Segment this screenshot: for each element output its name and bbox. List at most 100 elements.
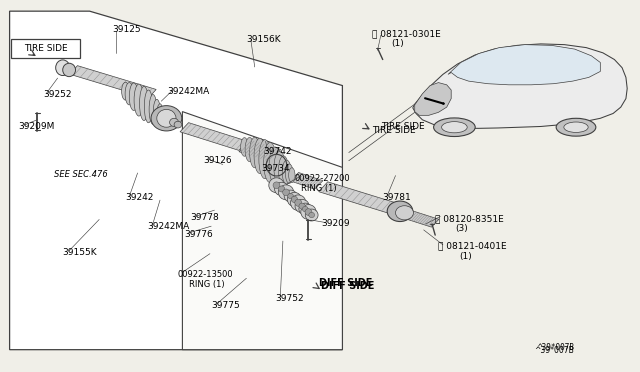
Text: 39252: 39252 (43, 90, 72, 99)
Ellipse shape (174, 121, 182, 128)
Ellipse shape (241, 138, 248, 156)
Ellipse shape (269, 147, 282, 184)
Text: ^39*007B: ^39*007B (534, 346, 574, 355)
Ellipse shape (269, 178, 284, 193)
Ellipse shape (170, 118, 179, 126)
Ellipse shape (264, 142, 276, 183)
Text: 39781: 39781 (383, 193, 412, 202)
Ellipse shape (160, 108, 165, 124)
Text: 39775: 39775 (211, 301, 240, 310)
Text: (1): (1) (460, 252, 472, 261)
Polygon shape (406, 211, 439, 227)
Ellipse shape (289, 168, 295, 183)
Ellipse shape (295, 199, 301, 206)
Ellipse shape (291, 195, 306, 211)
Ellipse shape (149, 94, 157, 124)
Polygon shape (319, 182, 400, 214)
Ellipse shape (245, 137, 254, 161)
Text: (3): (3) (456, 224, 468, 233)
Text: (1): (1) (392, 39, 404, 48)
Polygon shape (70, 65, 156, 98)
Ellipse shape (278, 186, 285, 192)
Ellipse shape (434, 118, 475, 137)
Ellipse shape (295, 199, 309, 213)
FancyBboxPatch shape (11, 39, 80, 58)
Ellipse shape (273, 182, 280, 189)
Ellipse shape (274, 151, 285, 185)
Text: DIFF SIDE: DIFF SIDE (321, 282, 374, 291)
Polygon shape (180, 123, 248, 150)
Text: SEE SEC.476: SEE SEC.476 (54, 170, 108, 179)
Text: 39126: 39126 (204, 156, 232, 165)
Ellipse shape (309, 212, 315, 218)
Text: 00922-13500: 00922-13500 (178, 270, 234, 279)
Ellipse shape (278, 156, 289, 185)
Ellipse shape (259, 140, 271, 179)
Text: 39209: 39209 (321, 219, 350, 228)
Text: 39242MA: 39242MA (168, 87, 210, 96)
Ellipse shape (157, 104, 163, 125)
Ellipse shape (154, 99, 161, 125)
Ellipse shape (140, 86, 148, 121)
Polygon shape (413, 44, 627, 128)
Ellipse shape (302, 206, 308, 212)
Ellipse shape (285, 164, 293, 183)
Ellipse shape (305, 209, 318, 221)
Text: DIFF SIDE: DIFF SIDE (319, 279, 372, 288)
Ellipse shape (134, 84, 144, 116)
Text: Ⓑ 08121-0401E: Ⓑ 08121-0401E (438, 242, 507, 251)
Ellipse shape (122, 82, 129, 100)
Text: 39752: 39752 (275, 294, 304, 303)
Ellipse shape (157, 109, 176, 127)
Text: ^39*007B: ^39*007B (538, 343, 575, 352)
Ellipse shape (288, 193, 293, 199)
Ellipse shape (129, 83, 138, 110)
Polygon shape (290, 173, 323, 189)
Text: Ⓑ 08121-0301E: Ⓑ 08121-0301E (372, 29, 441, 38)
Ellipse shape (278, 185, 294, 200)
Ellipse shape (56, 60, 70, 76)
Text: RING (1): RING (1) (301, 185, 337, 193)
Ellipse shape (305, 209, 312, 215)
Text: 00922-27200: 00922-27200 (294, 174, 350, 183)
Ellipse shape (556, 118, 596, 136)
Ellipse shape (63, 63, 76, 77)
Text: TIRE SIDE: TIRE SIDE (24, 44, 67, 53)
Text: Ⓑ 08120-8351E: Ⓑ 08120-8351E (435, 214, 504, 223)
Ellipse shape (442, 122, 467, 133)
Ellipse shape (151, 106, 182, 131)
Text: 39778: 39778 (191, 213, 220, 222)
Ellipse shape (284, 190, 297, 202)
Ellipse shape (282, 160, 291, 184)
Ellipse shape (125, 83, 134, 105)
Ellipse shape (275, 182, 289, 196)
Polygon shape (10, 11, 342, 350)
Text: 39776: 39776 (184, 230, 213, 239)
Text: 39156K: 39156K (246, 35, 281, 44)
Text: RING (1): RING (1) (189, 280, 225, 289)
Polygon shape (239, 140, 281, 161)
Ellipse shape (564, 122, 588, 132)
Text: 39125: 39125 (112, 25, 141, 34)
Ellipse shape (291, 196, 298, 203)
Ellipse shape (287, 192, 301, 206)
Ellipse shape (250, 137, 260, 168)
Ellipse shape (299, 203, 312, 215)
Ellipse shape (254, 138, 266, 173)
Text: 39209M: 39209M (18, 122, 54, 131)
Text: 39734: 39734 (261, 164, 290, 173)
Polygon shape (415, 83, 451, 115)
Polygon shape (448, 45, 600, 85)
Ellipse shape (301, 205, 316, 219)
Text: 39742: 39742 (264, 147, 292, 156)
Ellipse shape (387, 201, 413, 221)
Text: 39242MA: 39242MA (147, 222, 189, 231)
Ellipse shape (396, 206, 413, 220)
Ellipse shape (299, 203, 305, 209)
Ellipse shape (145, 90, 153, 123)
Text: 39242: 39242 (125, 193, 153, 202)
Polygon shape (182, 112, 342, 350)
Text: TIRE SIDE: TIRE SIDE (372, 126, 416, 135)
Text: 39155K: 39155K (63, 248, 97, 257)
Text: TIRE SIDE: TIRE SIDE (381, 122, 424, 131)
